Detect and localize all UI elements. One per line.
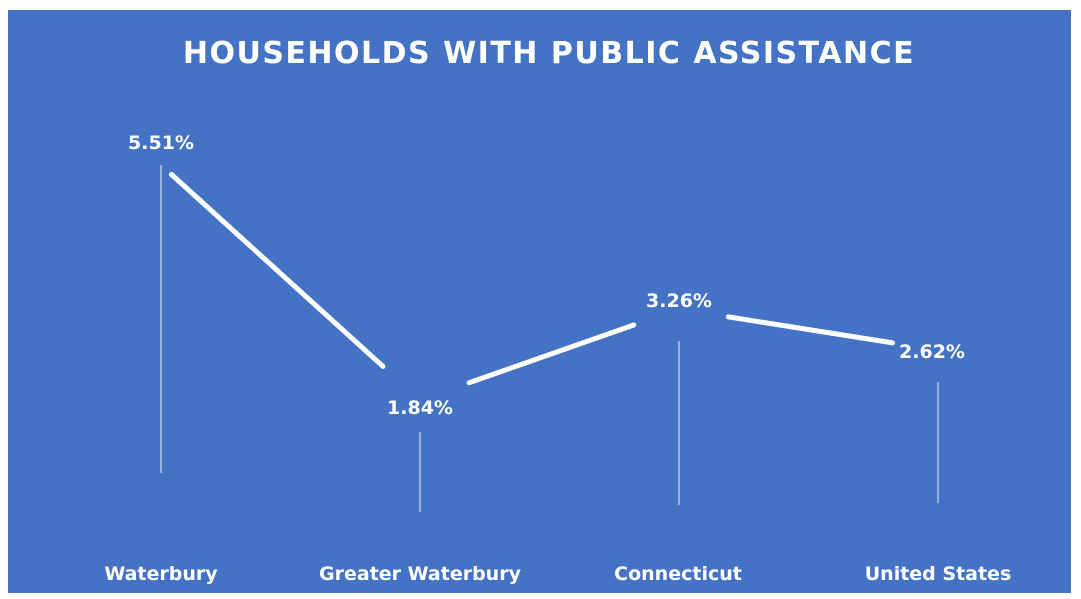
category-label-0: Waterbury	[104, 563, 218, 585]
category-labels: Waterbury Greater Waterbury Connecticut Uni…	[104, 563, 1011, 585]
data-labels: 5.51% 1.84% 3.26% 2.62%	[128, 132, 965, 419]
data-label-2: 3.26%	[646, 290, 712, 312]
drop-lines	[160, 165, 939, 512]
category-label-1: Greater Waterbury	[319, 563, 522, 585]
data-label-0: 5.51%	[128, 132, 194, 154]
series-segment-0	[168, 171, 386, 369]
series-line	[168, 171, 896, 386]
series-segment-2	[725, 314, 896, 346]
chart-title: HOUSEHOLDS WITH PUBLIC ASSISTANCE	[183, 36, 915, 71]
chart-area	[8, 10, 1071, 593]
series-segment-1	[466, 322, 637, 386]
data-label-1: 1.84%	[387, 397, 453, 419]
category-label-3: United States	[865, 563, 1012, 585]
category-label-2: Connecticut	[614, 563, 742, 585]
data-label-3: 2.62%	[899, 341, 965, 363]
